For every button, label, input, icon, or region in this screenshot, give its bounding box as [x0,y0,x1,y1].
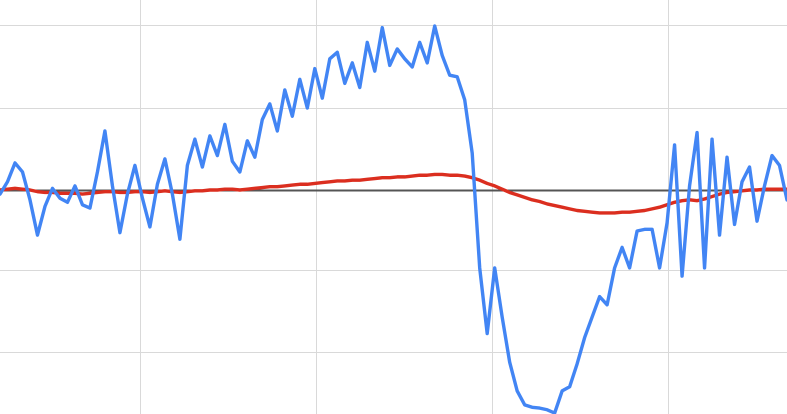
horizontal-gridlines [0,25,787,353]
red-series-line [0,172,787,215]
blue-series-line [0,24,787,414]
